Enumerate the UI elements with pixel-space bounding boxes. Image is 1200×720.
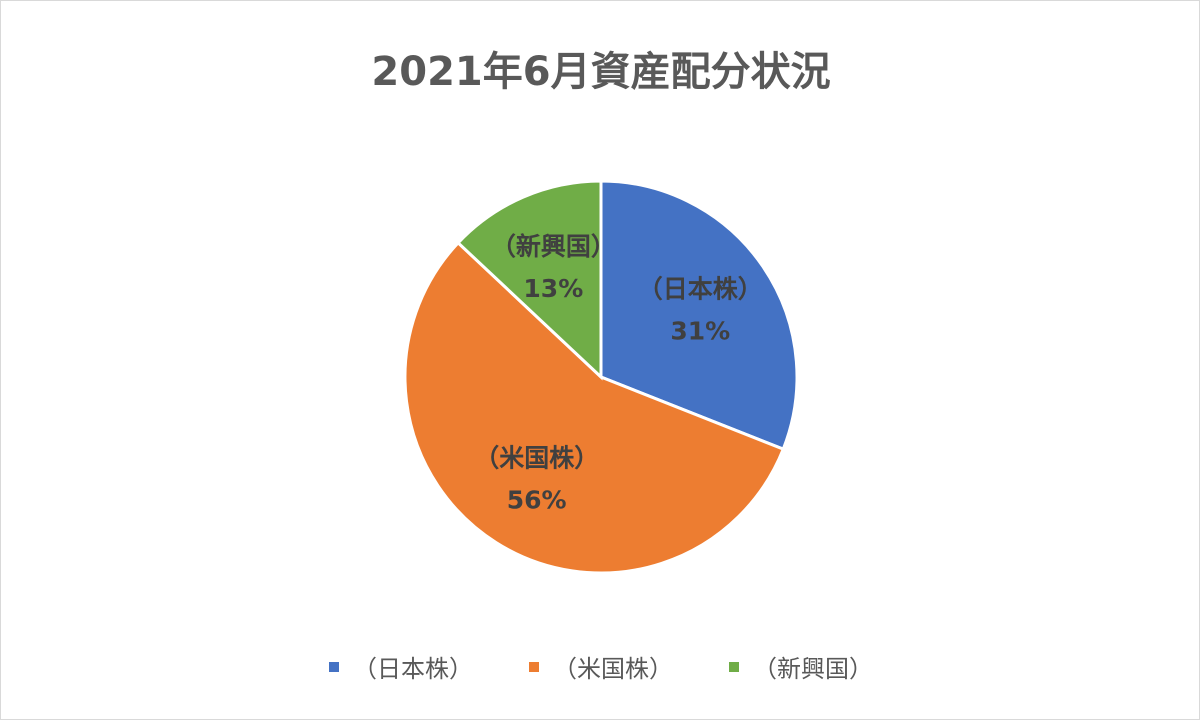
pie-chart: （日本株） 31% （米国株） 56% （新興国） 13%: [403, 179, 799, 575]
legend-swatch: [329, 661, 339, 672]
legend-label: （日本株）: [353, 655, 473, 683]
legend: （日本株） （米国株） （新興国）: [1, 649, 1200, 684]
legend-swatch: [729, 661, 739, 672]
slice-percent-label: 13%: [523, 274, 583, 303]
slice-category-label: （新興国）: [491, 232, 616, 261]
slice-percent-label: 56%: [507, 485, 567, 514]
slice-category-label: （米国株）: [474, 443, 599, 472]
chart-title: 2021年6月資産配分状況: [371, 49, 831, 95]
legend-item-2: （新興国）: [729, 649, 873, 684]
slice-category-label: （日本株）: [638, 275, 763, 304]
legend-item-1: （米国株）: [529, 649, 673, 684]
pie-slice-1: [403, 240, 786, 575]
legend-label: （米国株）: [553, 655, 673, 683]
legend-label: （新興国）: [753, 655, 873, 683]
pie-slice-2: [456, 179, 603, 381]
legend-swatch: [529, 661, 539, 672]
legend-item-0: （日本株）: [329, 649, 473, 684]
pie-slice-0: [599, 179, 799, 452]
slice-percent-label: 31%: [670, 317, 730, 346]
